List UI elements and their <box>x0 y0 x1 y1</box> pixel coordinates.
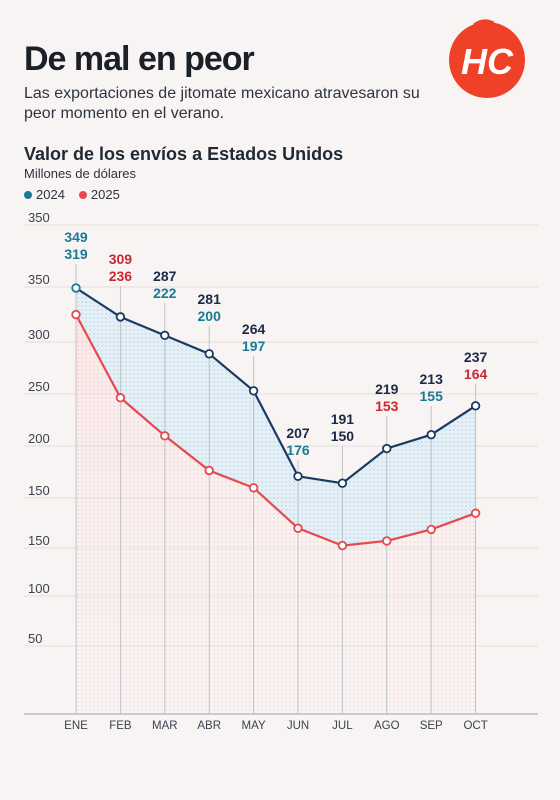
point-2024-feb <box>115 312 126 322</box>
legend-dot-2025 <box>78 190 87 199</box>
data-label-top: 219 <box>375 381 399 397</box>
line-2024 <box>75 287 477 485</box>
data-label-top: 287 <box>153 268 177 284</box>
point-2025-abr <box>204 465 214 476</box>
x-tick-label: MAR <box>152 720 178 732</box>
subtitle: Las exportaciones de jitomate mexicano a… <box>24 85 420 122</box>
point-2024-jun <box>293 471 303 481</box>
x-tick-label: ABR <box>197 720 221 732</box>
point-2024-abr <box>204 349 214 359</box>
point-2024-may <box>248 386 259 396</box>
data-label-top: 309 <box>109 251 133 267</box>
y-tick-label: 250 <box>28 379 50 394</box>
point-2024-sep <box>426 429 436 440</box>
y-tick-label: 300 <box>28 327 50 342</box>
x-tick-label: SEP <box>420 720 443 732</box>
data-label-bottom: 164 <box>464 366 488 382</box>
data-label-top: 191 <box>331 411 355 427</box>
y-tick-label: 150 <box>28 483 50 498</box>
chart-unit-label: Millones de dólares <box>24 166 137 181</box>
data-label-top: 281 <box>198 291 222 307</box>
line-2025 <box>75 314 476 547</box>
y-tick-label: 350 <box>28 210 50 225</box>
point-2025-may <box>248 483 259 493</box>
data-label-bottom: 236 <box>109 268 133 284</box>
chart-title: Valor de los envíos a Estados Unidos <box>24 144 344 164</box>
point-2025-feb <box>115 393 126 403</box>
data-label-top: 349 <box>64 229 88 245</box>
data-label-top: 213 <box>420 371 444 387</box>
data-label-bottom: 176 <box>286 442 310 458</box>
data-label-bottom: 155 <box>420 388 444 404</box>
point-2025-jul <box>337 540 348 551</box>
point-2024-jul <box>337 478 348 488</box>
data-label-bottom: 200 <box>198 308 222 324</box>
legend-dot-2024 <box>24 190 32 199</box>
point-2025-ago <box>382 536 392 546</box>
x-tick-label: MAY <box>242 720 266 732</box>
data-label-bottom: 150 <box>331 428 355 444</box>
logo-circle <box>449 22 525 98</box>
data-label-bottom: 197 <box>242 338 266 354</box>
y-axis-labels: 350 350 300 250 200 150 150 100 50 <box>28 210 50 646</box>
legend-label-2024: 2024 <box>36 187 65 202</box>
x-tick-label: JUL <box>332 720 353 732</box>
point-2024-ago <box>382 443 392 454</box>
data-label-top: 207 <box>286 425 310 441</box>
y-tick-label: 100 <box>28 581 50 596</box>
point-2025-ene <box>71 309 81 320</box>
data-label-bottom: 319 <box>64 246 88 262</box>
point-2025-oct <box>470 508 481 518</box>
legend-item-2025: 2025 <box>78 187 120 202</box>
x-tick-label: JUN <box>287 720 309 732</box>
data-label-bottom: 222 <box>153 285 177 301</box>
x-tick-label: OCT <box>463 720 487 732</box>
data-label-top: 264 <box>242 321 266 337</box>
y-tick-label: 150 <box>28 533 50 548</box>
drop-lines <box>75 264 477 714</box>
y-tick-label: 350 <box>28 272 50 287</box>
y-tick-label: 50 <box>28 631 42 646</box>
legend-item-2024: 2024 <box>24 187 65 202</box>
data-label-bottom: 153 <box>375 398 399 414</box>
x-tick-label: FEB <box>109 720 132 732</box>
series-points <box>71 283 481 551</box>
hc-logo: HC <box>449 19 525 98</box>
x-axis-labels: ENE FEB MAR ABR MAY JUN JUL AGO SEP OCT <box>64 720 488 732</box>
logo-text: HC <box>461 41 514 82</box>
data-label-top: 237 <box>464 349 488 365</box>
chart-legend: 2024 2025 <box>24 187 120 202</box>
x-tick-label: AGO <box>374 720 400 732</box>
series-lines <box>75 287 477 547</box>
logo-leaf <box>473 19 495 30</box>
point-2025-sep <box>426 524 436 535</box>
point-2024-ene <box>71 283 81 293</box>
y-tick-label: 200 <box>28 431 50 446</box>
point-2024-oct <box>470 401 481 411</box>
x-tick-label: ENE <box>64 720 88 732</box>
legend-label-2025: 2025 <box>90 187 120 202</box>
area-layer <box>76 288 476 714</box>
headline: De mal en peor <box>24 40 255 78</box>
point-2025-jun <box>293 523 303 533</box>
area-2025-dots <box>76 314 476 714</box>
point-2024-mar <box>160 330 170 341</box>
area-gap-band-dots <box>76 288 476 546</box>
point-2025-mar <box>160 431 170 441</box>
